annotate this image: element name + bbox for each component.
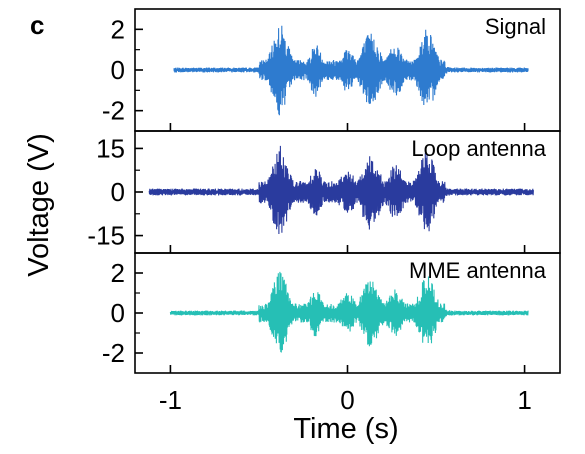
x-tick-label: 1 [517,385,531,415]
y-tick-label: 15 [96,133,125,163]
panel-title: MME antenna [409,258,547,283]
series-line-loop-antenna [148,145,534,235]
x-axis-label: Time (s) [293,413,398,445]
y-axis-label: Voltage (V) [23,133,55,276]
panels: -2 0 2 Signal -15 0 15 Loop antenna -2 0 2 MME ante… [87,8,561,374]
panel-loop-antenna: -15 0 15 Loop antenna [87,130,561,254]
panel-mme-antenna: -2 0 2 MME antenna [102,252,561,374]
y-tick-label: -2 [102,338,125,368]
series-line-mme-antenna [169,271,529,353]
y-tick-label: -15 [87,221,125,251]
y-tick-label: 0 [111,55,125,85]
panel-signal: -2 0 2 Signal [102,8,561,132]
y-tick-label: 2 [111,258,125,288]
x-tick-label: 0 [340,385,354,415]
panel-title: Loop antenna [411,136,546,161]
x-axis: -1 0 1 [159,385,532,415]
panel-title: Signal [485,14,546,39]
series-line-signal [173,25,529,116]
y-tick-label: 0 [111,177,125,207]
y-tick-label: -2 [102,96,125,126]
y-tick-label: 2 [111,14,125,44]
x-tick-label: -1 [159,385,182,415]
panel-letter: c [30,10,44,40]
y-tick-label: 0 [111,298,125,328]
